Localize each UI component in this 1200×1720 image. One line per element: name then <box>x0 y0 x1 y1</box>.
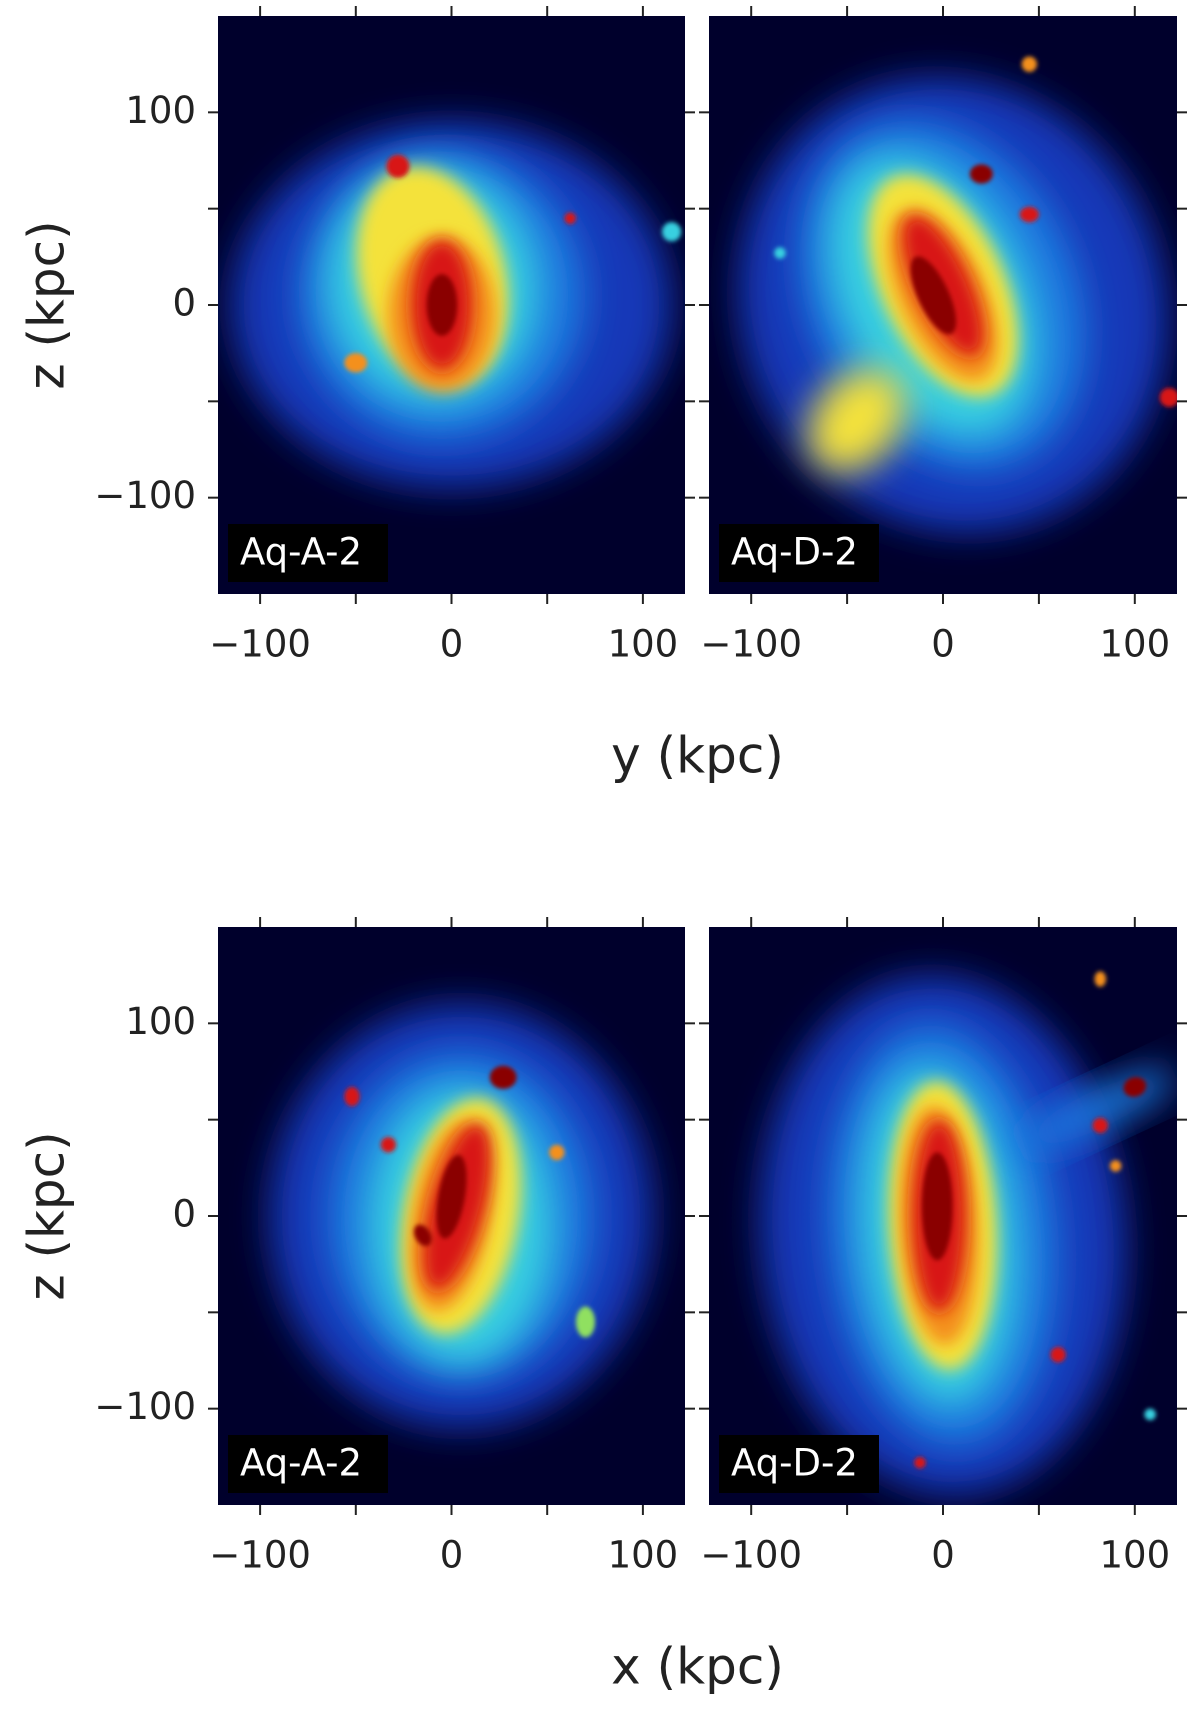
x-tick-label: 0 <box>931 623 955 666</box>
label-box <box>228 1435 388 1493</box>
y-axis-label: z (kpc) <box>18 220 76 389</box>
density-blob <box>1123 1077 1147 1097</box>
density-map <box>709 927 1177 1505</box>
density-blob <box>662 222 682 242</box>
x-tick-label: 0 <box>440 623 464 666</box>
y-tick-label: −100 <box>94 474 196 517</box>
density-map <box>709 16 1177 594</box>
density-blob <box>436 1154 467 1239</box>
density-blob <box>969 164 993 184</box>
density-blob <box>1092 1117 1108 1134</box>
density-blob <box>1019 206 1039 223</box>
x-tick-label: 100 <box>608 623 679 666</box>
density-blob <box>489 1065 517 1089</box>
x-tick-label: 100 <box>1099 623 1170 666</box>
x-tick-label: −100 <box>209 623 311 666</box>
y-tick-label: −100 <box>94 1385 196 1428</box>
label-box <box>719 1435 879 1493</box>
x-tick-label: −100 <box>209 1534 311 1577</box>
density-blob <box>575 1306 596 1338</box>
density-blob <box>413 1224 432 1246</box>
density-blob <box>386 154 410 178</box>
label-box <box>228 524 388 582</box>
panel-label: Aq-A-2 <box>240 1442 362 1485</box>
x-axis-label: y (kpc) <box>611 727 784 785</box>
density-blob <box>1050 1347 1066 1363</box>
label-box <box>719 524 879 582</box>
density-blob <box>549 1144 565 1161</box>
x-tick-label: 0 <box>440 1534 464 1577</box>
density-blob <box>1094 971 1107 987</box>
panel-label: Aq-D-2 <box>731 1442 858 1485</box>
density-blob <box>914 1456 926 1469</box>
density-map <box>218 16 685 594</box>
x-tick-label: −100 <box>700 1534 802 1577</box>
density-blob <box>807 368 906 473</box>
density-blob <box>564 212 576 225</box>
y-tick-label: 100 <box>125 1000 196 1043</box>
density-blob <box>1109 1160 1122 1172</box>
density-blob <box>344 353 368 373</box>
density-blob <box>344 1086 360 1107</box>
x-tick-label: −100 <box>700 623 802 666</box>
density-blob <box>910 256 957 335</box>
density-map <box>218 927 685 1505</box>
panel-label: Aq-D-2 <box>731 531 858 574</box>
x-axis-label: x (kpc) <box>611 1638 784 1696</box>
density-blob <box>380 1137 396 1153</box>
y-axis-label: z (kpc) <box>18 1131 76 1300</box>
density-blob <box>1021 56 1037 72</box>
density-blob <box>1144 1408 1156 1421</box>
x-tick-label: 100 <box>1099 1534 1170 1577</box>
x-tick-label: 100 <box>608 1534 679 1577</box>
density-blob <box>921 1152 953 1261</box>
x-tick-label: 0 <box>931 1534 955 1577</box>
density-blob <box>774 247 786 259</box>
density-blob <box>1159 387 1177 408</box>
y-tick-label: 0 <box>172 1193 196 1236</box>
y-tick-label: 100 <box>125 89 196 132</box>
y-tick-label: 0 <box>172 282 196 325</box>
panel-label: Aq-A-2 <box>240 531 362 574</box>
density-blob <box>426 274 458 336</box>
